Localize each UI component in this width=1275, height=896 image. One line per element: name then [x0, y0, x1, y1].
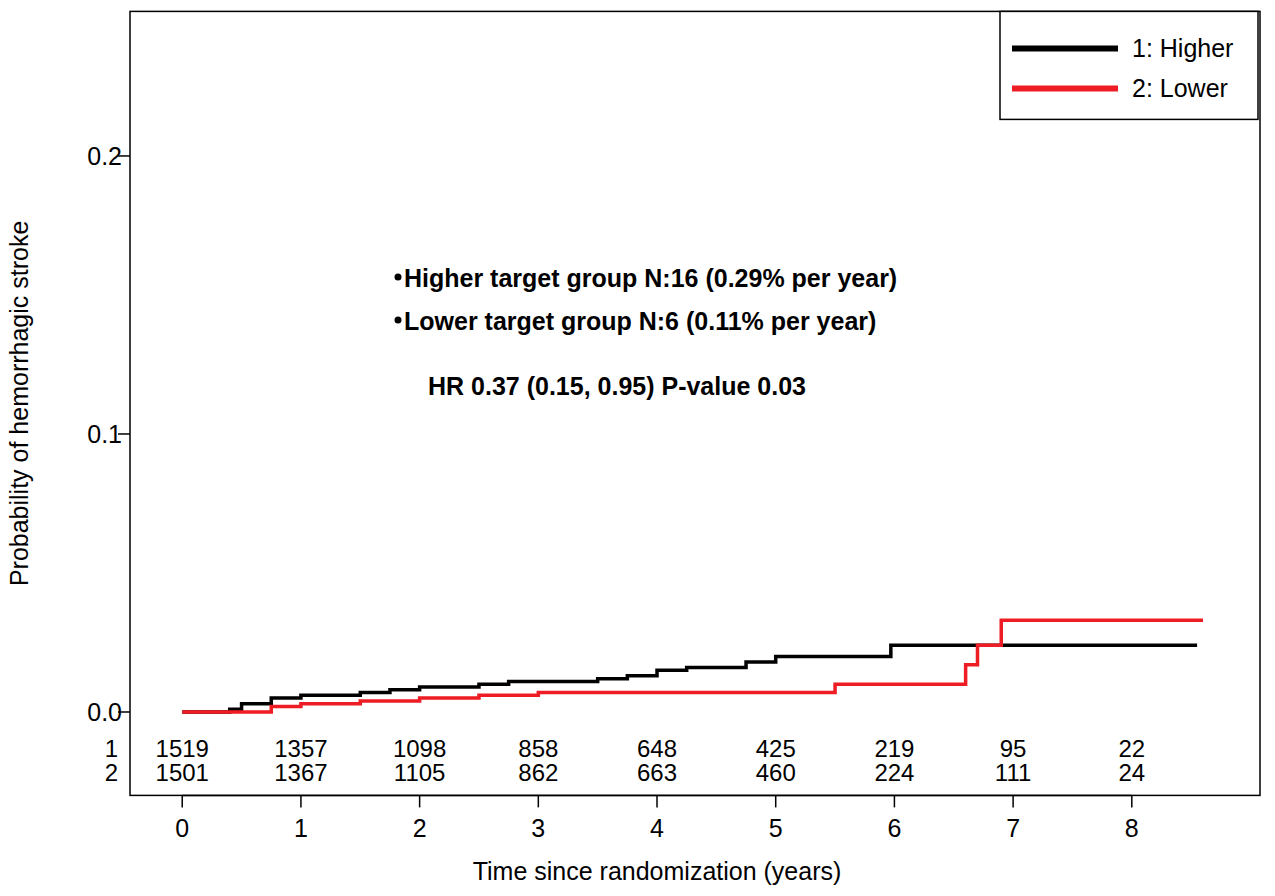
- annotation: Higher target group N:16 (0.29% per year…: [404, 264, 897, 292]
- km-curve: [182, 620, 1203, 712]
- at-risk-count: 22: [1118, 735, 1145, 762]
- x-tick-label: 0: [175, 814, 189, 842]
- at-risk-count: 1501: [156, 759, 209, 786]
- bullet: [395, 274, 402, 281]
- x-tick: [538, 795, 540, 807]
- at-risk-count: 1367: [274, 759, 327, 786]
- y-tick-label: 0.2: [87, 142, 122, 170]
- series-group: [182, 620, 1203, 712]
- x-tick-label: 6: [887, 814, 901, 842]
- x-tick: [775, 795, 777, 807]
- x-tick-label: 8: [1125, 814, 1139, 842]
- x-tick: [656, 795, 658, 807]
- at-risk-count: 219: [874, 735, 914, 762]
- legend-label: 1: Higher: [1132, 34, 1233, 62]
- at-risk-count: 111: [995, 759, 1031, 786]
- y-axis-label: Probability of hemorrhagic stroke: [5, 221, 33, 586]
- legend-swatch: [1012, 85, 1118, 91]
- at-risk-count: 862: [518, 759, 558, 786]
- at-risk-count: 648: [637, 735, 677, 762]
- x-tick: [181, 795, 183, 807]
- x-tick: [1131, 795, 1133, 807]
- annotation: HR 0.37 (0.15, 0.95) P-value 0.03: [428, 372, 806, 400]
- at-risk-count: 460: [756, 759, 796, 786]
- x-tick-label: 2: [413, 814, 427, 842]
- legend-label: 2: Lower: [1132, 74, 1228, 102]
- x-tick-label: 5: [769, 814, 783, 842]
- risk-row-label: 2: [105, 759, 118, 786]
- at-risk-count: 1519: [156, 735, 209, 762]
- y-tick-label: 0.1: [87, 420, 122, 448]
- at-risk-count: 224: [874, 759, 914, 786]
- plot-frame: [130, 11, 1260, 795]
- at-risk-count: 95: [1000, 735, 1027, 762]
- x-tick-label: 3: [531, 814, 545, 842]
- at-risk-count: 1105: [394, 759, 446, 786]
- at-risk-count: 1357: [274, 735, 327, 762]
- legend-swatch: [1012, 45, 1118, 51]
- x-tick-label: 1: [294, 814, 308, 842]
- risk-row-label: 1: [105, 735, 118, 762]
- x-tick-label: 7: [1006, 814, 1020, 842]
- at-risk-count: 425: [756, 735, 796, 762]
- annotation: Lower target group N:6 (0.11% per year): [404, 307, 876, 335]
- bullet: [395, 317, 402, 324]
- x-tick: [419, 795, 421, 807]
- x-axis-label: Time since randomization (years): [473, 857, 842, 885]
- x-tick-label: 4: [650, 814, 664, 842]
- at-risk-count: 663: [637, 759, 677, 786]
- x-tick: [1012, 795, 1014, 807]
- at-risk-count: 24: [1118, 759, 1145, 786]
- at-risk-count: 1098: [393, 735, 446, 762]
- y-tick-label: 0.0: [87, 698, 122, 726]
- legend-box: [1000, 11, 1258, 119]
- x-tick: [300, 795, 302, 807]
- x-tick: [894, 795, 896, 807]
- at-risk-count: 858: [518, 735, 558, 762]
- chart: 0.00.10.2012345678Time since randomizati…: [0, 0, 1275, 896]
